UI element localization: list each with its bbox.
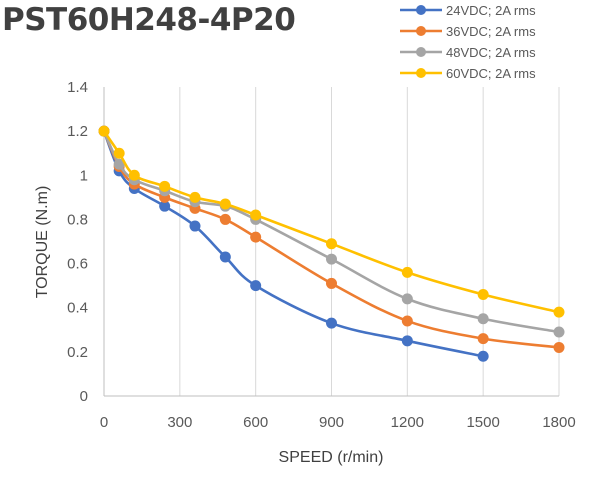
data-point — [401, 266, 413, 278]
x-tick-label: 1500 — [466, 414, 499, 431]
tick-labels: 0 0.2 0.4 0.6 0.8 1 1.2 1.4 0 300 600 900 1200 1500 18… — [67, 79, 576, 431]
legend-label: 60VDC; 2A rms — [446, 66, 536, 81]
data-point — [219, 213, 231, 225]
data-point — [128, 169, 140, 181]
legend-item: 60VDC; 2A rms — [400, 66, 536, 81]
grid-lines — [179, 87, 560, 396]
x-tick-label: 300 — [167, 414, 192, 431]
y-tick-label: 1 — [80, 167, 88, 184]
data-point — [477, 288, 489, 300]
data-point — [219, 198, 231, 210]
legend-label: 48VDC; 2A rms — [446, 45, 536, 60]
y-tick-label: 0.4 — [67, 300, 88, 317]
y-tick-label: 1.4 — [67, 79, 88, 96]
data-point — [401, 293, 413, 305]
data-point — [250, 209, 262, 221]
data-point — [113, 147, 125, 159]
x-axis-label: SPEED (r/min) — [279, 449, 384, 466]
legend-swatch-marker — [416, 26, 426, 36]
y-tick-label: 0.2 — [67, 344, 88, 361]
series-line — [102, 130, 484, 358]
series-group — [98, 125, 565, 362]
data-point — [159, 180, 171, 192]
data-point — [326, 253, 337, 265]
y-axis-label: TORQUE (N.m) — [34, 186, 51, 299]
data-point — [401, 315, 413, 327]
legend-swatch-marker — [416, 5, 426, 15]
legend-item: 48VDC; 2A rms — [400, 45, 536, 60]
data-point — [219, 251, 231, 263]
legend-item: 24VDC; 2A rms — [400, 3, 536, 18]
axes — [103, 87, 559, 397]
data-point — [553, 326, 565, 338]
data-point — [553, 341, 565, 353]
series-4 — [98, 125, 565, 318]
y-tick-label: 0 — [80, 388, 88, 405]
x-tick-label: 0 — [100, 414, 108, 431]
data-point — [98, 125, 110, 137]
chart-title: PST60H248-4P20 — [2, 2, 296, 38]
legend-label: 24VDC; 2A rms — [446, 3, 536, 18]
data-point — [477, 313, 489, 325]
legend: 24VDC; 2A rms 36VDC; 2A rms 48VDC; 2A rms 6… — [400, 3, 536, 81]
y-tick-label: 1.2 — [67, 123, 88, 140]
data-point — [159, 200, 171, 212]
data-point — [477, 350, 489, 362]
legend-swatch-marker — [416, 68, 426, 78]
data-point — [189, 191, 201, 203]
x-tick-label: 1800 — [542, 414, 575, 431]
x-tick-label: 600 — [243, 414, 268, 431]
data-point — [250, 280, 262, 292]
y-tick-label: 0.8 — [67, 211, 88, 228]
y-tick-label: 0.6 — [67, 256, 88, 273]
data-point — [326, 277, 337, 289]
legend-swatch-marker — [416, 47, 426, 57]
series-1 — [98, 125, 489, 362]
x-tick-label: 1200 — [391, 414, 424, 431]
data-point — [553, 306, 565, 318]
x-tick-label: 900 — [319, 414, 344, 431]
data-point — [401, 335, 413, 347]
data-point — [326, 238, 337, 250]
data-point — [326, 317, 337, 329]
data-point — [189, 220, 201, 232]
legend-item: 36VDC; 2A rms — [400, 24, 536, 39]
data-point — [477, 333, 489, 345]
data-point — [250, 231, 262, 243]
legend-label: 36VDC; 2A rms — [446, 24, 536, 39]
data-point — [113, 158, 125, 170]
